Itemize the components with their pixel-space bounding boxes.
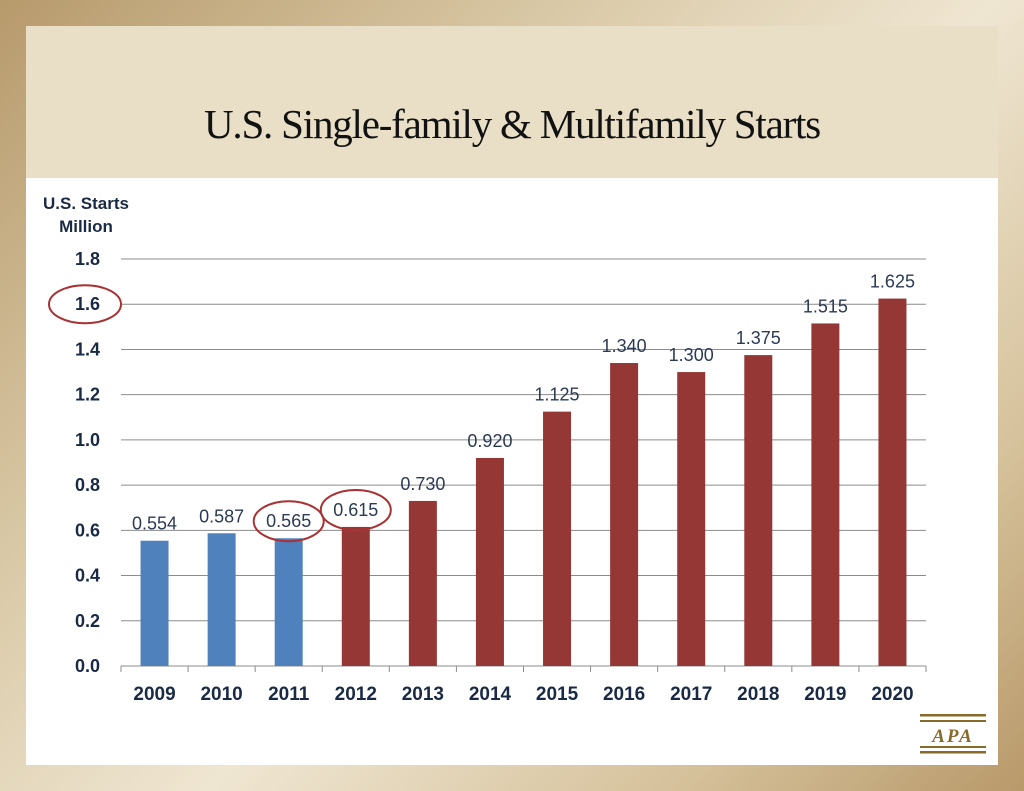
- bar-chart: 0.0 0.2 0.4 0.6 0.8 1.0 1.2 1.4 1.6 1.8 0.554 2009 0…: [48, 249, 927, 705]
- y-tick-label: 1.2: [75, 385, 100, 405]
- bar-value-label: 0.587: [199, 506, 244, 526]
- slide: U.S. Single-family & Multifamily Starts …: [26, 26, 998, 765]
- x-category-label: 2012: [335, 684, 377, 705]
- bar: [274, 538, 303, 666]
- x-category-label: 2015: [536, 684, 579, 705]
- bar: [677, 372, 706, 666]
- bar-value-label: 0.615: [333, 500, 378, 520]
- y-tick-label: 1.8: [75, 249, 100, 269]
- bar: [543, 411, 572, 666]
- bar: [878, 298, 907, 666]
- x-category-label: 2014: [469, 684, 512, 705]
- bar: [341, 526, 370, 666]
- bar: [811, 323, 840, 666]
- x-category-label: 2011: [268, 684, 310, 705]
- bar-value-label: 1.125: [535, 385, 580, 405]
- bar-value-label: 1.375: [736, 328, 781, 348]
- y-tick-label: 0.8: [75, 475, 100, 495]
- bar-value-label: 0.920: [467, 431, 512, 451]
- bar: [207, 533, 236, 666]
- y-tick-label: 0.2: [75, 611, 100, 631]
- bar: [475, 457, 504, 666]
- x-category-label: 2017: [670, 684, 712, 705]
- bar-value-label: 1.340: [602, 336, 647, 356]
- highlight-circle: [319, 488, 392, 531]
- y-tick-label: 0.4: [75, 566, 100, 586]
- y-tick-label: 0.0: [75, 656, 100, 676]
- bar-value-label: 0.565: [266, 511, 311, 531]
- x-category-label: 2009: [133, 684, 175, 705]
- x-category-label: 2010: [200, 684, 242, 705]
- bar-value-label: 1.515: [803, 296, 848, 316]
- bar: [408, 500, 437, 666]
- y-axis-label-line-1: U.S. Starts: [43, 194, 129, 213]
- apa-logo-text: APA: [931, 726, 974, 747]
- x-category-label: 2018: [737, 684, 779, 705]
- bar-value-label: 1.625: [870, 272, 915, 292]
- bar-value-label: 0.730: [400, 474, 445, 494]
- y-axis-label-line-2: Million: [59, 217, 113, 236]
- y-tick-label: 1.0: [75, 430, 100, 450]
- x-category-label: 2020: [871, 684, 913, 705]
- y-axis-label: U.S. Starts Million: [26, 192, 146, 238]
- highlight-circle: [48, 284, 122, 325]
- highlight-circle: [252, 500, 325, 543]
- x-category-label: 2016: [603, 684, 645, 705]
- y-tick-label: 0.6: [75, 520, 100, 540]
- bar: [744, 355, 773, 666]
- x-category-label: 2019: [804, 684, 846, 705]
- y-tick-label: 1.4: [75, 339, 100, 359]
- bar: [140, 540, 169, 666]
- y-tick-label: 1.6: [75, 294, 100, 314]
- slide-title: U.S. Single-family & Multifamily Starts: [203, 101, 821, 147]
- bar-value-label: 1.300: [669, 345, 714, 365]
- apa-logo: APA: [920, 714, 986, 754]
- bar: [610, 363, 639, 666]
- title-band: U.S. Single-family & Multifamily Starts: [26, 26, 998, 178]
- x-category-label: 2013: [402, 684, 444, 705]
- bar-value-label: 0.554: [132, 514, 177, 534]
